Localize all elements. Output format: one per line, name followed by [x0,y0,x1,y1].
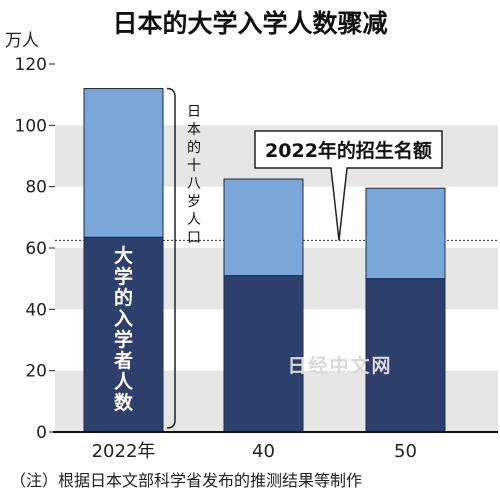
enrollment-label-char: 人 [114,371,134,393]
x-category-label: 50 [394,441,417,462]
callout-label: 2022年的招生名额 [265,139,432,162]
enrollment-label-char: 入 [114,308,133,330]
bar-enrollment [365,278,446,433]
chart-title: 日本的大学入学人数骤减 [112,9,387,38]
x-category-label: 2022年 [92,441,156,462]
enrollment-label-char: 学 [114,328,133,351]
bar-population-rest [365,187,446,280]
enrollment-label-char: 大 [114,244,133,267]
y-tick-label: 100 [15,116,47,136]
enrollment-label-char: 的 [114,286,133,309]
bracket-label-char: 的 [187,140,201,156]
bracket-label-char: 本 [187,122,201,138]
bracket-label-char: 十 [187,158,201,174]
y-tick-label: 80 [25,178,47,198]
bracket-label-char: 八 [187,176,201,192]
y-axis-unit: 万人 [5,31,39,51]
callout-box [254,130,443,241]
bar-enrollment [83,236,164,433]
y-tick-label: 120 [15,55,47,75]
bar-population-rest [223,178,304,277]
x-category-label: 40 [252,441,275,462]
x-axis-categories: 2022年 40 50 [92,441,417,462]
y-tick-label: 60 [25,239,47,259]
watermark: 日经中文网 [287,354,392,377]
bar-population-rest [83,88,164,238]
y-tick-label: 20 [25,362,47,382]
source-note: （注）根据日本文部科学省发布的推测结果等制作 [10,471,362,490]
bracket-label-char: 人 [187,212,201,228]
bracket-label-char: 岁 [187,194,201,210]
enrollment-label-char: 学 [114,265,133,288]
y-tick-label: 40 [25,300,47,320]
bars [83,88,446,433]
bracket-label-char: 日 [187,104,201,120]
y-tick-label: 0 [36,423,47,443]
bar-enrollment [223,275,304,433]
enrollment-label-char: 者 [114,350,133,372]
bracket-label-char: 口 [187,230,201,246]
y-axis-ticks: 0 20 40 60 80 100 120 [15,55,55,443]
bracket-line [166,87,176,429]
enrollment-label-char: 数 [114,391,134,414]
quota-callout: 2022年的招生名额 [254,130,443,241]
